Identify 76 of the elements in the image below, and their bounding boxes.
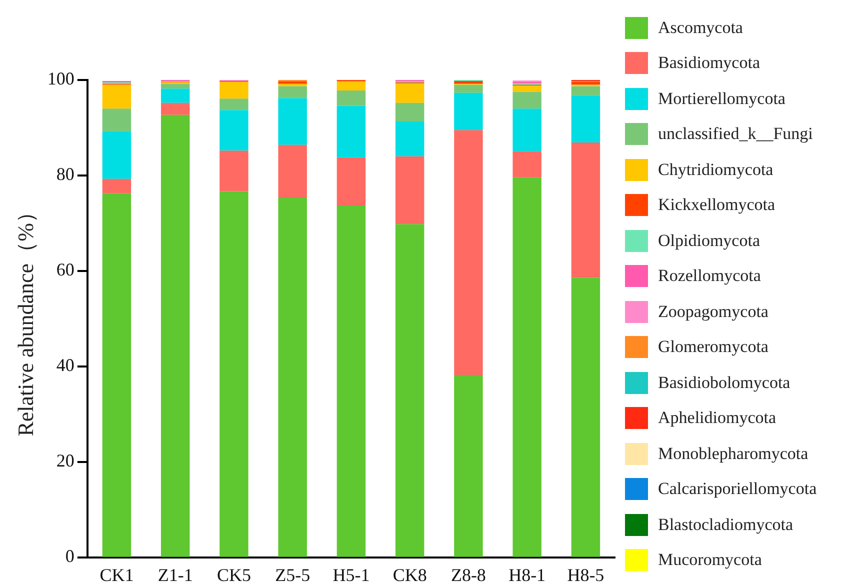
bar xyxy=(512,108,542,152)
legend-label: Basidiomycota xyxy=(658,53,760,74)
x-tick-label: H5-1 xyxy=(332,564,370,585)
bar xyxy=(278,144,307,198)
x-tick-label: Z1-1 xyxy=(158,564,193,585)
y-tick-label: 20 xyxy=(56,450,74,471)
bar xyxy=(336,81,366,91)
bar xyxy=(278,81,307,84)
bar xyxy=(160,84,190,89)
bar xyxy=(454,375,483,557)
x-tick-label: CK8 xyxy=(392,564,427,585)
legend-label: Chytridiomycota xyxy=(658,160,774,180)
bar xyxy=(336,106,366,158)
legend-label: Calcarisporiellomycota xyxy=(658,479,817,500)
legend-label: Blastocladiomycota xyxy=(658,514,794,535)
x-tick-label: H8-1 xyxy=(508,564,546,585)
x-tick-label: Z8-8 xyxy=(450,564,486,585)
bar xyxy=(395,156,424,224)
bar xyxy=(512,92,542,109)
legend-label: Monoblepharomycota xyxy=(658,444,808,464)
legend-label: Zoopagomycota xyxy=(658,302,768,322)
x-tick-label: CK5 xyxy=(216,564,251,585)
bar xyxy=(512,86,542,92)
y-tick-label: 40 xyxy=(56,355,74,376)
legend-label: Mortierellomycota xyxy=(658,88,786,109)
y-axis-title: Relative abundance（%） xyxy=(12,201,38,436)
legend-label: Aphelidiomycota xyxy=(658,408,776,428)
bar xyxy=(102,84,132,109)
bar xyxy=(395,102,424,122)
bar xyxy=(395,83,424,103)
bar xyxy=(102,193,132,557)
legend-label: Kickxellomycota xyxy=(658,195,776,216)
bar xyxy=(160,102,190,115)
bar xyxy=(220,110,248,151)
bar xyxy=(278,98,307,145)
y-tick-label: 100 xyxy=(47,68,74,89)
bar xyxy=(454,80,483,84)
bar xyxy=(454,84,483,93)
y-tick-label: 60 xyxy=(56,260,74,280)
bar xyxy=(220,150,248,192)
bar xyxy=(160,88,190,103)
legend-label: Glomeromycota xyxy=(658,337,768,358)
legend-label: Olpidiomycota xyxy=(658,230,760,251)
bar xyxy=(512,151,542,178)
bar xyxy=(571,95,600,143)
bar xyxy=(278,86,307,98)
bar xyxy=(220,191,248,557)
legend-label: Ascomycota xyxy=(658,18,743,38)
bar xyxy=(571,86,600,96)
bar xyxy=(220,82,248,99)
x-tick-label: Z5-5 xyxy=(275,564,310,585)
bar xyxy=(336,157,366,206)
bar xyxy=(220,98,248,110)
x-tick-label: CK1 xyxy=(100,564,134,585)
bar xyxy=(454,92,483,130)
legend-label: unclassified_k__Fungi xyxy=(658,124,813,144)
bar xyxy=(102,131,132,179)
bar xyxy=(454,130,483,376)
bar xyxy=(571,142,600,278)
legend-label: Basidiobolomycota xyxy=(658,372,790,393)
bar xyxy=(395,224,424,557)
bar xyxy=(512,177,542,557)
bar xyxy=(102,108,132,132)
legend-label: Rozellomycota xyxy=(658,266,761,286)
bar xyxy=(160,114,190,557)
bar xyxy=(571,278,600,557)
y-tick-label: 80 xyxy=(56,164,74,184)
bar xyxy=(336,206,366,557)
bar xyxy=(102,178,132,194)
bar xyxy=(395,122,424,156)
bar xyxy=(336,90,366,106)
x-tick-label: H8-5 xyxy=(567,564,604,585)
y-tick-label: 0 xyxy=(65,546,74,566)
bar xyxy=(571,82,600,85)
bar xyxy=(278,197,307,557)
legend-label: Mucoromycota xyxy=(658,550,762,570)
